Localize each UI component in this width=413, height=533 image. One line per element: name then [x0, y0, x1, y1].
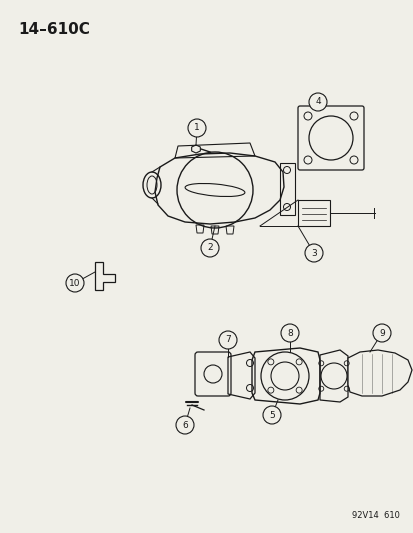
Circle shape — [280, 324, 298, 342]
Text: 10: 10 — [69, 279, 81, 287]
FancyBboxPatch shape — [297, 200, 329, 226]
Circle shape — [308, 93, 326, 111]
Circle shape — [66, 274, 84, 292]
Text: 6: 6 — [182, 421, 188, 430]
Circle shape — [304, 244, 322, 262]
Text: 2: 2 — [206, 244, 212, 253]
FancyBboxPatch shape — [195, 352, 230, 396]
Circle shape — [201, 239, 218, 257]
Text: 9: 9 — [378, 328, 384, 337]
Circle shape — [372, 324, 390, 342]
Text: 14–610C: 14–610C — [18, 22, 90, 37]
Text: 8: 8 — [287, 328, 292, 337]
Circle shape — [176, 416, 194, 434]
Text: 3: 3 — [311, 248, 316, 257]
Circle shape — [188, 119, 206, 137]
Text: 7: 7 — [225, 335, 230, 344]
Circle shape — [262, 406, 280, 424]
Text: 4: 4 — [314, 98, 320, 107]
FancyBboxPatch shape — [297, 106, 363, 170]
Text: 92V14  610: 92V14 610 — [351, 511, 399, 520]
Text: 1: 1 — [194, 124, 199, 133]
Circle shape — [218, 331, 236, 349]
Polygon shape — [347, 350, 411, 396]
Text: 5: 5 — [268, 410, 274, 419]
